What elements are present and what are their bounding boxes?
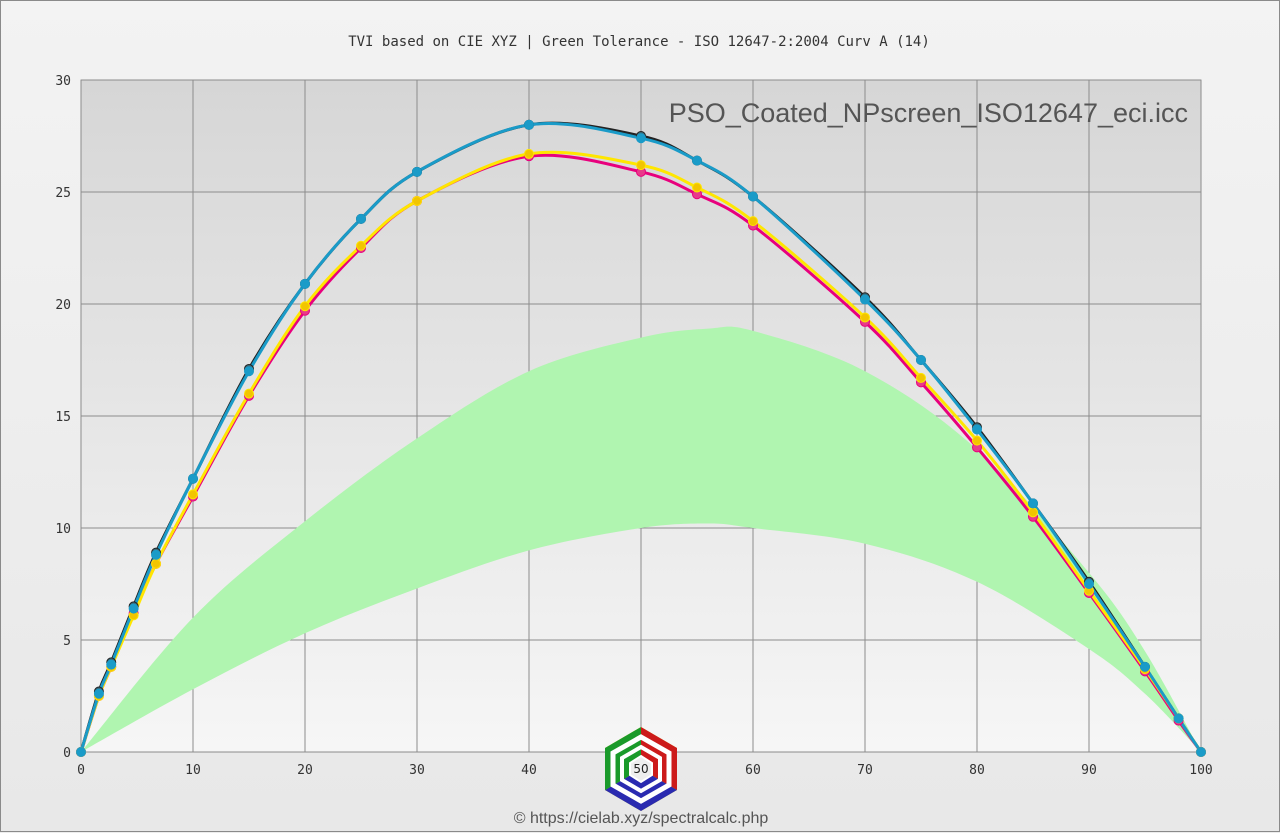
series-point (916, 372, 926, 383)
series-point (188, 489, 198, 500)
series-point (1028, 498, 1038, 509)
y-tick-label: 15 (55, 410, 71, 425)
series-point (300, 278, 310, 289)
series-point (636, 160, 646, 171)
y-tick-label: 5 (63, 634, 71, 649)
series-point (356, 240, 366, 251)
series-point (412, 166, 422, 177)
series-point (748, 216, 758, 227)
series-point (1028, 507, 1038, 518)
series-point (188, 473, 198, 484)
series-point (636, 133, 646, 144)
series-point (972, 424, 982, 435)
tick-labels: 0 10 20 30 40 50 60 70 80 90 100 0 5 10 15 20 25 30 (55, 74, 1212, 778)
series-point (1173, 713, 1184, 724)
series-point (524, 148, 534, 159)
x-tick-label: 0 (77, 763, 85, 778)
x-tick-label: 70 (857, 763, 873, 778)
tolerance-band-layer (81, 326, 1201, 752)
series-point (1140, 661, 1150, 672)
series-point (356, 213, 366, 224)
chart-title: TVI based on CIE XYZ | Green Tolerance -… (348, 34, 930, 50)
x-tick-label: 30 (409, 763, 425, 778)
series-point (300, 301, 310, 312)
series-layer (76, 119, 1206, 757)
series-point (972, 435, 982, 446)
x-tick-label: 60 (745, 763, 761, 778)
y-tick-label: 30 (55, 74, 71, 89)
series-point (1196, 747, 1206, 757)
x-tick-label: 80 (969, 763, 985, 778)
x-tick-label: 20 (297, 763, 313, 778)
series-point (412, 195, 422, 206)
logo-label: 50 (633, 762, 648, 776)
profile-label: PSO_Coated_NPscreen_ISO12647_eci.icc (669, 98, 1188, 128)
series-point (524, 119, 534, 130)
y-tick-label: 25 (55, 186, 71, 201)
series-point (151, 549, 162, 560)
series-point (692, 182, 702, 193)
series-point (93, 688, 104, 699)
credit-link[interactable]: © https://cielab.xyz/spectralcalc.php (514, 810, 769, 827)
y-tick-label: 0 (63, 746, 71, 761)
series-point (76, 747, 86, 757)
x-tick-label: 90 (1081, 763, 1097, 778)
series-point (151, 558, 162, 569)
y-tick-label: 10 (55, 522, 71, 537)
series-point (244, 388, 254, 399)
y-tick-label: 20 (55, 298, 71, 313)
series-point (106, 659, 117, 670)
series-point (916, 355, 926, 365)
series-point (128, 603, 139, 614)
series-point (860, 294, 870, 305)
tolerance-band (81, 326, 1201, 752)
x-tick-label: 100 (1189, 763, 1212, 778)
series-point (1084, 579, 1094, 589)
x-tick-label: 10 (185, 763, 201, 778)
series-point (244, 366, 254, 377)
x-tick-label: 40 (521, 763, 537, 778)
cielab-logo-icon: 50 (605, 727, 677, 811)
series-point (860, 312, 870, 323)
series-point (748, 191, 758, 202)
series-point (692, 155, 702, 166)
